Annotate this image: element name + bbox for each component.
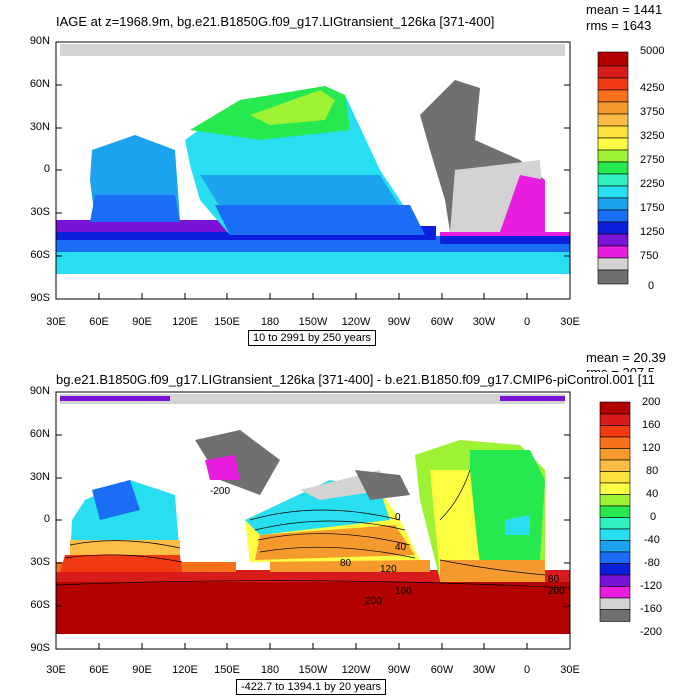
panel-2-xtick: 30W bbox=[472, 664, 496, 676]
panel-1-colorbar-label: 5000 bbox=[640, 45, 665, 57]
contour-label: 160 bbox=[395, 586, 412, 597]
panel-2-xtick: 30E bbox=[560, 664, 580, 676]
panel-2-xtick: 90E bbox=[132, 664, 152, 676]
panel-1-colorbar-label: 0 bbox=[648, 280, 655, 292]
panel-2-xtick: 60W bbox=[430, 664, 454, 676]
panel-1-rms: rms = 1643 bbox=[586, 18, 652, 33]
panel-2-colorbar-label: 120 bbox=[642, 442, 661, 454]
panel-2-ytick: 90S bbox=[30, 642, 50, 654]
panel-2-colorbar-label: 0 bbox=[650, 511, 657, 523]
contour-label: 200 bbox=[365, 596, 382, 607]
panel-2-xtick: 180 bbox=[260, 664, 280, 676]
contour-label: -200 bbox=[210, 486, 231, 497]
panel-2-xtick: 150W bbox=[298, 664, 328, 676]
panel-2-xtick: 60E bbox=[89, 664, 109, 676]
panel-1-xtick: 150W bbox=[298, 316, 328, 328]
contour-label: 80 bbox=[548, 574, 560, 585]
panel-2-info-box: -422.7 to 1394.1 by 20 years bbox=[236, 679, 387, 695]
panel-1-title: IAGE at z=1968.9m, bg.e21.B1850G.f09_g17… bbox=[56, 14, 495, 29]
panel-1-xtick: 0 bbox=[523, 316, 531, 328]
panel-1-xtick: 120W bbox=[341, 316, 371, 328]
arctic-region bbox=[60, 394, 565, 404]
contour-label: 80 bbox=[340, 558, 352, 569]
panel-2-ytick: 60S bbox=[30, 599, 50, 611]
panel-2-colorbar-label: 200 bbox=[642, 396, 661, 408]
contour-label: 40 bbox=[395, 542, 407, 553]
panel-2-mean: mean = 20.39 bbox=[586, 350, 666, 365]
panel-1-colorbar-label: 2750 bbox=[640, 154, 665, 166]
panel-1-colorbar bbox=[597, 51, 629, 285]
panel-1-mean: mean = 1441 bbox=[586, 2, 663, 17]
panel-1-info-box: 10 to 2991 by 250 years bbox=[248, 330, 377, 346]
panel-2-ytick: 30N bbox=[29, 471, 50, 483]
panel-1-xtick: 150E bbox=[214, 316, 240, 328]
panel-2-colorbar-label: -200 bbox=[640, 626, 663, 638]
panel-1-ytick: 30S bbox=[30, 206, 50, 218]
contour-label: 0 bbox=[395, 512, 401, 523]
panel-1-ytick: 30N bbox=[29, 121, 50, 133]
panel-1-xtick: 30W bbox=[472, 316, 496, 328]
panel-1-xtick: 90W bbox=[387, 316, 411, 328]
panel-1-xtick: 90E bbox=[132, 316, 152, 328]
panel-2-xtick: 0 bbox=[523, 664, 531, 676]
panel-2-xtick: 90W bbox=[387, 664, 411, 676]
panel-2-axis-ticks bbox=[56, 434, 570, 649]
panel-1-ytick: 60S bbox=[30, 249, 50, 261]
panel-2-colorbar bbox=[599, 401, 631, 622]
panel-1-xtick: 30E bbox=[46, 316, 66, 328]
panel-1-xtick: 60E bbox=[89, 316, 109, 328]
panel-2-xtick: 120E bbox=[172, 664, 198, 676]
panel-1-ytick: 90N bbox=[29, 35, 50, 47]
panel-1-xtick: 120E bbox=[172, 316, 198, 328]
panel-2-xtick: 120W bbox=[341, 664, 371, 676]
southern-ocean-band bbox=[56, 250, 570, 274]
panel-2-xtick: 30E bbox=[46, 664, 66, 676]
arctic-region bbox=[60, 44, 565, 56]
panel-2-colorbar-label: -120 bbox=[640, 580, 663, 592]
contour-label: 120 bbox=[380, 564, 397, 575]
southern-ocean-band bbox=[56, 580, 570, 634]
panel-1-ytick: 90S bbox=[30, 292, 50, 304]
panel-2-colorbar-label: -40 bbox=[644, 534, 660, 546]
panel-2-ytick: 30S bbox=[30, 556, 50, 568]
panel-1-ytick: 60N bbox=[29, 78, 50, 90]
panel-2-xtick: 150E bbox=[214, 664, 240, 676]
panel-2-ytick: 0 bbox=[43, 513, 50, 525]
panel-1-colorbar-label: 3250 bbox=[640, 130, 665, 142]
panel-1-ytick: 0 bbox=[43, 163, 50, 175]
contour-label: 200 bbox=[548, 586, 565, 597]
panel-2-colorbar-label: 160 bbox=[642, 419, 661, 431]
panel-2-ytick: 90N bbox=[29, 385, 50, 397]
panel-1-colorbar-label: 4250 bbox=[640, 82, 665, 94]
panel-1-xtick: 60W bbox=[430, 316, 454, 328]
panel-1-colorbar-label: 750 bbox=[640, 250, 659, 262]
panel-2-colorbar-label: 80 bbox=[646, 465, 659, 477]
panel-1-xtick: 180 bbox=[260, 316, 280, 328]
panel-1-colorbar-label: 1750 bbox=[640, 202, 665, 214]
panel-1-xtick: 30E bbox=[560, 316, 580, 328]
panel-2-title: bg.e21.B1850G.f09_g17.LIGtransient_126ka… bbox=[56, 372, 659, 387]
panel-1-colorbar-label: 2250 bbox=[640, 178, 665, 190]
panel-2-ytick: 60N bbox=[29, 428, 50, 440]
pacific-ocean bbox=[195, 430, 280, 495]
panel-1-colorbar-label: 1250 bbox=[640, 226, 665, 238]
panel-2-colorbar-label: 40 bbox=[646, 488, 659, 500]
panel-1-axis-ticks bbox=[56, 41, 570, 299]
panel-1-colorbar-label: 3750 bbox=[640, 106, 665, 118]
panel-2-colorbar-label: -160 bbox=[640, 603, 663, 615]
panel-2-colorbar-label: -80 bbox=[644, 557, 660, 569]
